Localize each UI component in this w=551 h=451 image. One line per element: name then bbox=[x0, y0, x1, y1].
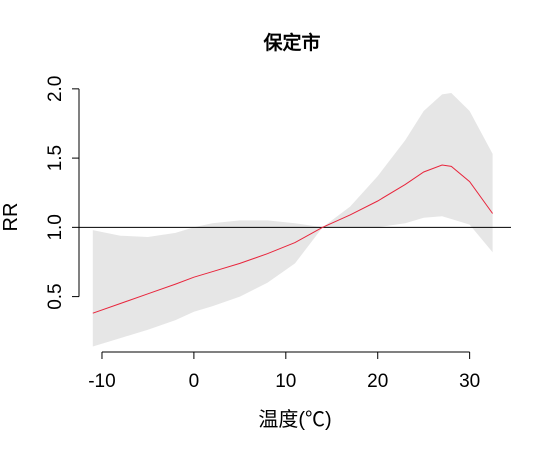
plot-area: -10 0 10 20 30 0.5 1.0 1.5 2.0 bbox=[45, 76, 511, 392]
chart-title: 保定市 bbox=[262, 31, 320, 54]
y-tick-label: 2.0 bbox=[45, 76, 66, 102]
x-tick-label: 30 bbox=[459, 371, 480, 392]
x-tick-label: -10 bbox=[88, 371, 115, 392]
y-tick-label: 1.0 bbox=[45, 214, 66, 240]
x-axis-label: 温度(℃) bbox=[258, 408, 331, 431]
y-tick-label: 1.5 bbox=[45, 145, 66, 171]
confidence-band bbox=[92, 93, 493, 347]
y-axis-label: RR bbox=[0, 203, 22, 232]
x-tick-label: 20 bbox=[367, 371, 388, 392]
rr-line bbox=[92, 164, 494, 314]
x-tick-label: 0 bbox=[189, 371, 200, 392]
y-tick-label: 0.5 bbox=[45, 283, 66, 309]
x-tick-label: 10 bbox=[275, 371, 296, 392]
